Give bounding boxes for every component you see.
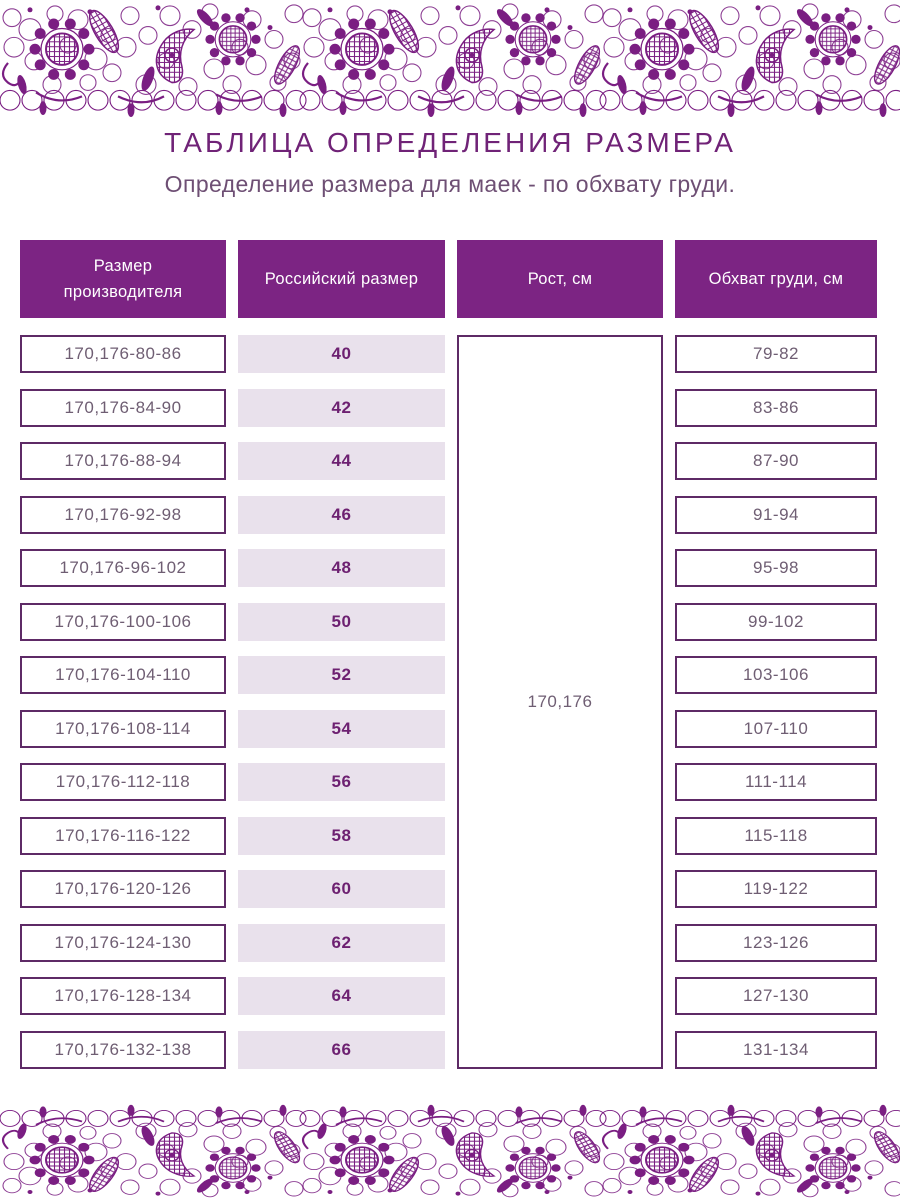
- chest-girth-cell: 79-82: [675, 335, 877, 373]
- page-title: ТАБЛИЦА ОПРЕДЕЛЕНИЯ РАЗМЕРА: [164, 127, 736, 158]
- manufacturer-size-cell: 170,176-88-94: [20, 442, 226, 480]
- manufacturer-size-cell: 170,176-104-110: [20, 656, 226, 694]
- russian-size-cell: 62: [238, 923, 445, 962]
- manufacturer-size-cell: 170,176-80-86: [20, 335, 226, 373]
- column-chest-girth: Обхват груди, см 79-82 83-86 87-90 91-94 95-…: [675, 240, 877, 1069]
- header-height: Рост, см: [457, 240, 663, 318]
- russian-size-cell: 48: [238, 549, 445, 587]
- lace-border-top: [0, 0, 900, 118]
- russian-size-cell: 52: [238, 656, 445, 694]
- russian-size-cell: 66: [238, 1030, 445, 1069]
- chest-girth-cell: 123-126: [675, 923, 877, 962]
- chest-girth-cell: 115-118: [675, 816, 877, 855]
- size-table: Размер производителя 170,176-80-86 170,17…: [20, 240, 877, 1069]
- manufacturer-size-cell: 170,176-112-118: [20, 763, 226, 801]
- chest-girth-cell: 91-94: [675, 495, 877, 534]
- chest-girth-cell: 95-98: [675, 549, 877, 587]
- russian-size-cell: 40: [238, 335, 445, 373]
- chest-girth-cell: 111-114: [675, 763, 877, 801]
- russian-size-cell: 64: [238, 977, 445, 1015]
- lace-border-bottom: [0, 1104, 900, 1200]
- chest-girth-cell: 83-86: [675, 388, 877, 427]
- height-value-cell: 170,176: [457, 335, 663, 1069]
- russian-size-cell: 60: [238, 870, 445, 908]
- manufacturer-size-cell: 170,176-96-102: [20, 549, 226, 587]
- manufacturer-size-cell: 170,176-120-126: [20, 870, 226, 908]
- chest-girth-cell: 87-90: [675, 442, 877, 480]
- header-chest-girth: Обхват груди, см: [675, 240, 877, 318]
- russian-size-cell: 44: [238, 442, 445, 480]
- chest-girth-cell: 103-106: [675, 656, 877, 694]
- russian-size-cell: 54: [238, 709, 445, 748]
- chest-girth-cell: 131-134: [675, 1030, 877, 1069]
- manufacturer-size-cell: 170,176-84-90: [20, 388, 226, 427]
- chest-girth-cell: 119-122: [675, 870, 877, 908]
- column-height: Рост, см 170,176: [457, 240, 663, 1069]
- column-manufacturer-size: Размер производителя 170,176-80-86 170,17…: [20, 240, 226, 1069]
- manufacturer-size-cell: 170,176-100-106: [20, 602, 226, 641]
- header-manufacturer-size: Размер производителя: [20, 240, 226, 318]
- column-russian-size: Российский размер 40 42 44 46 48 50 52 54 56 58 60…: [238, 240, 445, 1069]
- manufacturer-size-cell: 170,176-108-114: [20, 709, 226, 748]
- manufacturer-size-rows: 170,176-80-86 170,176-84-90 170,176-88-94 1…: [20, 335, 226, 1069]
- manufacturer-size-cell: 170,176-124-130: [20, 923, 226, 962]
- russian-size-cell: 56: [238, 763, 445, 801]
- chest-girth-cell: 99-102: [675, 602, 877, 641]
- header-russian-size: Российский размер: [238, 240, 445, 318]
- manufacturer-size-cell: 170,176-132-138: [20, 1030, 226, 1069]
- manufacturer-size-cell: 170,176-92-98: [20, 495, 226, 534]
- manufacturer-size-cell: 170,176-128-134: [20, 977, 226, 1015]
- chest-girth-cell: 127-130: [675, 977, 877, 1015]
- page-subtitle: Определение размера для маек - по обхват…: [164, 171, 736, 197]
- russian-size-cell: 46: [238, 495, 445, 534]
- russian-size-cell: 42: [238, 388, 445, 427]
- manufacturer-size-cell: 170,176-116-122: [20, 816, 226, 855]
- chest-girth-rows: 79-82 83-86 87-90 91-94 95-98 99-102 103-106 10…: [675, 335, 877, 1069]
- russian-size-cell: 50: [238, 602, 445, 641]
- russian-size-cell: 58: [238, 816, 445, 855]
- russian-size-rows: 40 42 44 46 48 50 52 54 56 58 60 62 64 66: [238, 335, 445, 1069]
- chest-girth-cell: 107-110: [675, 709, 877, 748]
